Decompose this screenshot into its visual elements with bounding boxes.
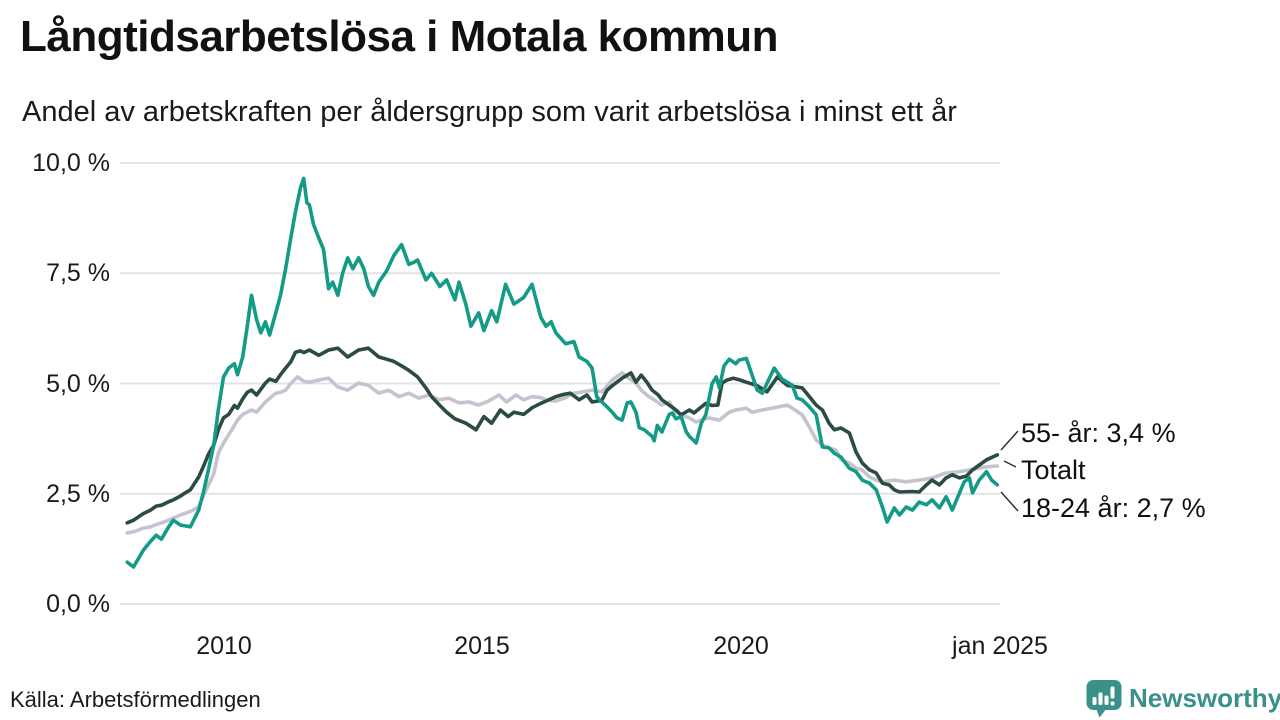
newsworthy-logo: Newsworthy xyxy=(1086,679,1280,718)
series-line-18-24-r xyxy=(125,176,1000,569)
y-tick-label: 10,0 % xyxy=(32,149,110,177)
x-tick-label: 2020 xyxy=(713,632,769,660)
newsworthy-bubble-chart-icon xyxy=(1086,680,1122,718)
y-tick-label: 7,5 % xyxy=(46,259,110,287)
page-title: Långtidsarbetslösa i Motala kommun xyxy=(20,12,779,61)
page-subtitle: Andel av arbetskraften per åldersgrupp s… xyxy=(22,96,957,128)
series-end-label-total: Totalt xyxy=(1021,455,1086,485)
series-line-totalt xyxy=(125,371,1000,535)
y-tick-label: 5,0 % xyxy=(46,370,110,398)
x-tick-label: 2010 xyxy=(196,632,252,660)
series-line-55-r xyxy=(125,346,1000,525)
series-end-label-55-plus: 55- år: 3,4 % xyxy=(1021,418,1176,448)
annotation-connector xyxy=(1003,460,1017,468)
source-note: Källa: Arbetsförmedlingen xyxy=(10,687,261,712)
y-tick-label: 0,0 % xyxy=(46,590,110,618)
newsworthy-wordmark: Newsworthy xyxy=(1129,683,1280,713)
annotation-connector xyxy=(1000,491,1019,512)
annotation-connector xyxy=(1000,430,1019,451)
x-tick-label: jan 2025 xyxy=(952,632,1048,660)
x-tick-label: 2015 xyxy=(454,632,510,660)
y-tick-label: 2,5 % xyxy=(46,480,110,508)
series-end-label-18-24: 18-24 år: 2,7 % xyxy=(1021,493,1206,523)
